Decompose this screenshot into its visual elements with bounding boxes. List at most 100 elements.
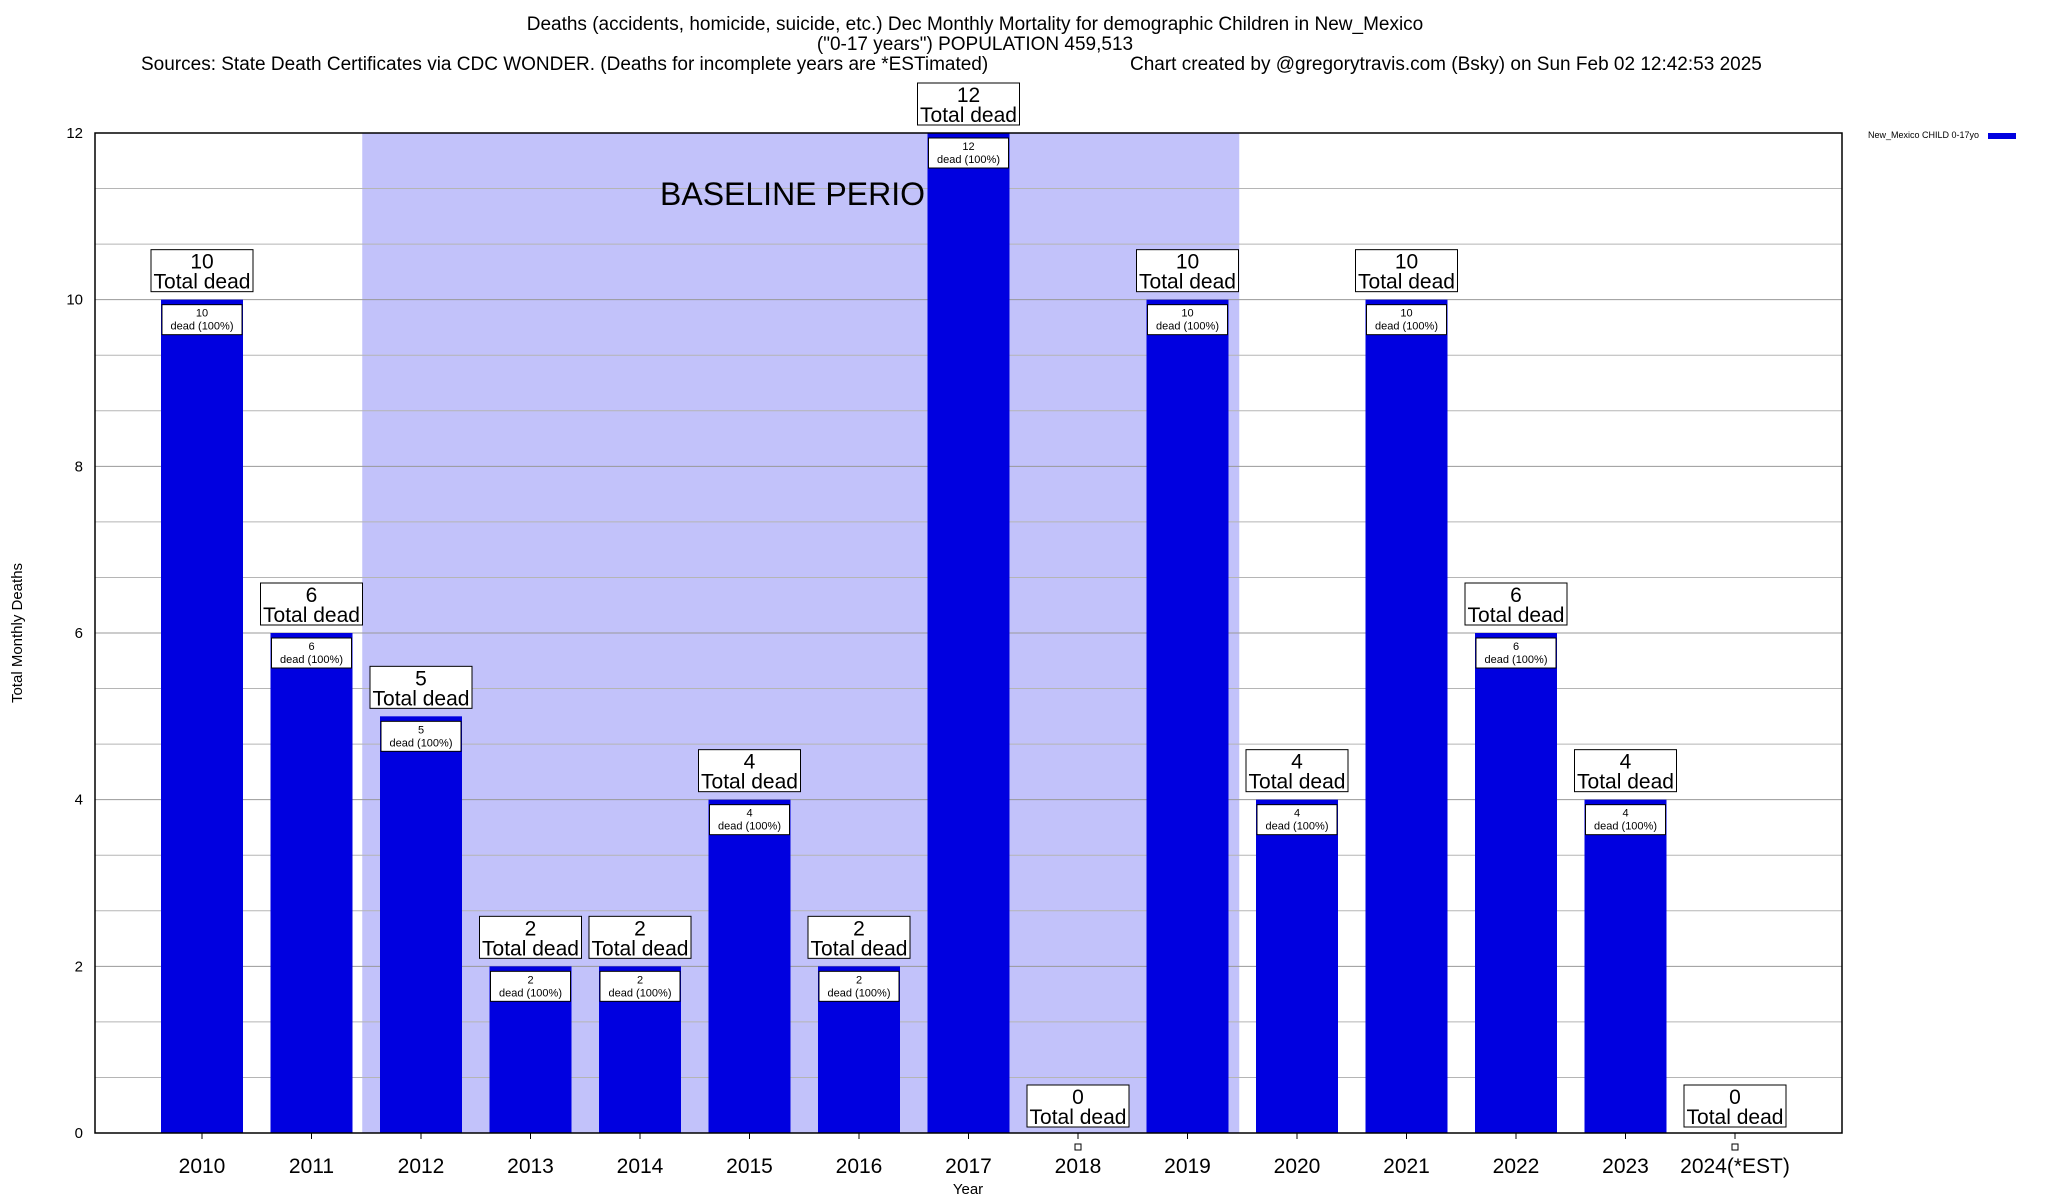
bar-inner-label: dead (100%): [828, 987, 891, 999]
x-tick-label: 2016: [836, 1155, 883, 1178]
total-label-box: [1574, 749, 1677, 793]
bar-inner-value: 5: [418, 724, 424, 736]
bar-inner-label: dead (100%): [937, 154, 1000, 166]
legend-label: New_Mexico CHILD 0-17yo: [1868, 130, 1980, 140]
total-label: Total dead: [701, 771, 798, 794]
total-label: Total dead: [1577, 771, 1674, 794]
total-label-box: [1245, 749, 1349, 793]
x-tick-label: 2018: [1055, 1155, 1102, 1178]
total-label-box: [479, 915, 582, 959]
x-tick-label: 2021: [1383, 1155, 1430, 1178]
total-label: Total dead: [373, 687, 470, 710]
bar: [1475, 633, 1557, 1133]
y-tick-label: 8: [75, 458, 83, 475]
x-axis-title: Year: [953, 1181, 983, 1198]
x-tick-label: 2010: [179, 1155, 226, 1178]
total-label-box: [150, 249, 254, 293]
total-label-box: [1464, 582, 1568, 626]
bar: [1584, 799, 1667, 1133]
total-label: Total dead: [1468, 604, 1565, 627]
bar: [927, 133, 1010, 1133]
x-tick-label: 2012: [398, 1155, 445, 1178]
total-value: 0: [1729, 1086, 1741, 1109]
bar-inner-label-box: [490, 970, 571, 1002]
bar-inner-label-box: [1147, 304, 1228, 336]
bar-inner-label-box: [1475, 637, 1557, 669]
total-label-box: [588, 915, 692, 959]
bar-inner-label: dead (100%): [280, 654, 343, 666]
bar-inner-value: 2: [856, 974, 862, 986]
bar: [1146, 299, 1229, 1134]
x-tick-label: 2013: [507, 1155, 554, 1178]
total-label: Total dead: [592, 937, 689, 960]
total-value: 6: [1510, 584, 1522, 607]
bar: [161, 299, 243, 1134]
bar-inner-label: dead (100%): [1156, 321, 1219, 333]
total-label: Total dead: [154, 271, 251, 294]
total-label: Total dead: [482, 937, 579, 960]
chart-title: Deaths (accidents, homicide, suicide, et…: [526, 14, 1424, 35]
bar-inner-label-box: [161, 304, 243, 336]
bar-inner-label: dead (100%): [1594, 821, 1657, 833]
bar-inner-label-box: [818, 970, 900, 1002]
total-label-box: [807, 915, 911, 959]
x-tick-label: 2014: [617, 1155, 664, 1178]
zero-marker: [1731, 1143, 1739, 1151]
y-tick-label: 0: [75, 1125, 83, 1142]
total-label: Total dead: [1139, 271, 1236, 294]
total-label-box: [1136, 249, 1239, 293]
total-label: Total dead: [1030, 1106, 1127, 1129]
bar-inner-label-box: [1366, 304, 1447, 336]
x-tick-label: 2015: [726, 1155, 773, 1178]
y-tick-label: 12: [66, 125, 83, 142]
bar: [380, 716, 462, 1133]
bar-inner-label: dead (100%): [1485, 654, 1548, 666]
bar-inner-label-box: [1256, 804, 1338, 836]
total-label-box: [1026, 1084, 1130, 1128]
bar-inner-value: 6: [308, 641, 314, 653]
total-label: Total dead: [920, 104, 1017, 127]
total-value: 2: [853, 917, 865, 940]
total-value: 2: [634, 917, 646, 940]
total-label-box: [260, 582, 363, 626]
total-label-box: [369, 665, 473, 709]
bar-inner-label: dead (100%): [1375, 321, 1438, 333]
bar-inner-label-box: [271, 637, 352, 669]
total-label-box: [1683, 1084, 1787, 1128]
bar-inner-label: dead (100%): [390, 737, 453, 749]
bar-inner-value: 10: [1400, 308, 1412, 320]
bar-inner-label-box: [928, 137, 1009, 169]
x-tick-label: 2023: [1602, 1155, 1649, 1178]
x-tick-label: 2017: [945, 1155, 992, 1178]
zero-marker: [1074, 1143, 1082, 1151]
total-value: 2: [525, 917, 537, 940]
chart-sources: Sources: State Death Certificates via CD…: [141, 54, 989, 75]
bar-inner-label: dead (100%): [609, 987, 672, 999]
legend-swatch: [1987, 132, 2016, 139]
bar: [270, 633, 353, 1133]
total-value: 10: [1395, 251, 1418, 274]
total-label: Total dead: [1687, 1106, 1784, 1129]
total-label-box: [917, 82, 1020, 126]
total-label: Total dead: [1358, 271, 1455, 294]
total-value: 4: [1620, 751, 1632, 774]
total-value: 10: [190, 251, 213, 274]
total-value: 6: [306, 584, 318, 607]
total-value: 10: [1176, 251, 1199, 274]
bar-inner-label-box: [599, 970, 681, 1002]
y-tick-label: 10: [66, 292, 83, 309]
bar-inner-label-box: [380, 720, 462, 752]
bar-inner-label: dead (100%): [718, 821, 781, 833]
bar: [1365, 299, 1448, 1134]
bar-inner-label-box: [709, 804, 790, 836]
bar-inner-value: 10: [196, 308, 208, 320]
x-tick-label: 2024(*EST): [1680, 1155, 1790, 1178]
total-label: Total dead: [811, 937, 908, 960]
bar-inner-label: dead (100%): [499, 987, 562, 999]
bar: [1256, 799, 1338, 1133]
total-value: 4: [744, 751, 756, 774]
bar-inner-value: 6: [1513, 641, 1519, 653]
y-tick-label: 6: [75, 625, 83, 642]
bar-inner-value: 2: [637, 974, 643, 986]
